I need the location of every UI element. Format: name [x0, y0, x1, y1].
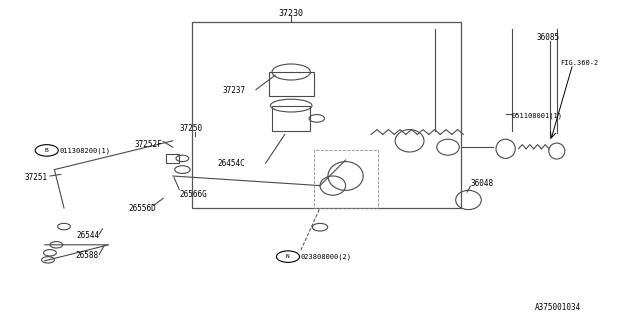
Text: 36048: 36048 — [470, 179, 493, 188]
Text: 26454C: 26454C — [218, 159, 245, 168]
Text: 36085: 36085 — [536, 33, 559, 42]
Text: 26588: 26588 — [76, 251, 99, 260]
Text: 37251: 37251 — [24, 173, 47, 182]
Bar — [269, 72, 314, 96]
Text: 051108001(1): 051108001(1) — [512, 113, 563, 119]
Bar — [192, 22, 461, 208]
Bar — [314, 150, 378, 208]
Text: A375001034: A375001034 — [534, 303, 580, 312]
Text: 011308200(1): 011308200(1) — [60, 147, 111, 154]
Text: N: N — [286, 254, 290, 259]
Text: B: B — [45, 148, 49, 153]
Text: 023808000(2): 023808000(2) — [301, 253, 352, 260]
Text: 26566G: 26566G — [179, 190, 207, 199]
Text: 26544: 26544 — [77, 231, 100, 240]
Bar — [166, 154, 179, 163]
Text: FIG.360-2: FIG.360-2 — [560, 60, 598, 66]
Text: 26556D: 26556D — [128, 204, 156, 213]
Bar — [272, 106, 310, 131]
Text: 37237: 37237 — [223, 86, 246, 95]
Text: 37252F: 37252F — [134, 140, 162, 148]
Text: 37250: 37250 — [179, 124, 202, 133]
Text: 37230: 37230 — [278, 9, 304, 18]
